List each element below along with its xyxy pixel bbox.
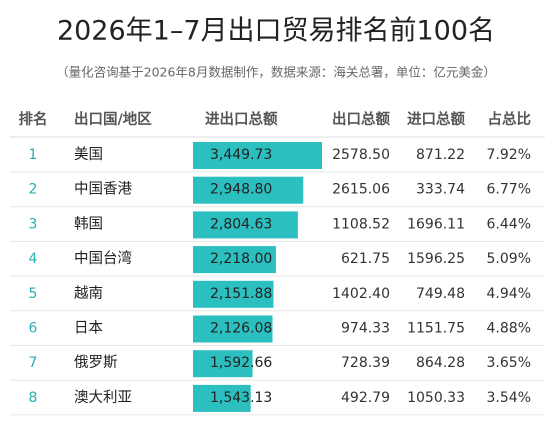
total: 2,948.80 <box>210 182 272 198</box>
country: 俄罗斯 <box>74 354 118 371</box>
cell: 1151.75 <box>407 321 465 337</box>
column-header: 进口总额 <box>407 110 465 128</box>
total-bar <box>193 176 304 204</box>
cell: 974.33 <box>341 321 390 337</box>
rank: 8 <box>29 390 38 406</box>
subtitle: （量化咨询基于2026年8月数据制作，数据来源：海关总署，单位：亿元美金） <box>56 65 496 80</box>
total-bar <box>193 384 251 412</box>
rank: 6 <box>29 321 38 337</box>
cell: 728.39 <box>341 355 390 371</box>
cell: 864.28 <box>416 355 465 371</box>
rank: 4 <box>29 251 38 267</box>
total: 2,804.63 <box>210 216 272 232</box>
cell: 621.75 <box>341 251 390 267</box>
rank: 3 <box>29 216 38 232</box>
country: 澳大利亚 <box>74 389 132 406</box>
cell: 871.22 <box>416 147 465 163</box>
cell: 7.92% <box>487 147 531 163</box>
total-bar <box>193 211 298 239</box>
total: 2,126.08 <box>210 321 272 337</box>
total: 3,449.73 <box>210 147 272 163</box>
cell: 1402.40 <box>332 286 390 302</box>
title: 2026年1–7月出口贸易排名前100名 <box>57 16 495 47</box>
total: 1,592.66 <box>210 355 272 371</box>
country: 越南 <box>74 285 103 302</box>
country: 美国 <box>74 146 103 163</box>
cell: 2578.50 <box>332 147 390 163</box>
total-bar <box>193 142 322 169</box>
column-header: 排名 <box>19 110 48 128</box>
cell: 1696.11 <box>407 216 465 232</box>
total-bar <box>193 246 276 274</box>
total: 1,543.13 <box>210 390 272 406</box>
total-bar <box>193 315 273 343</box>
cell: 3.65% <box>487 355 531 371</box>
cell: 5.09% <box>487 251 531 267</box>
column-header: 出口总额 <box>332 110 390 128</box>
column-header: 占总比 <box>488 110 532 128</box>
rank: 1 <box>29 147 38 163</box>
cell: 4.94% <box>487 286 531 302</box>
cell: 6.44% <box>487 216 531 232</box>
cell: 333.74 <box>416 182 465 198</box>
country: 韩国 <box>74 215 103 232</box>
rank: 2 <box>29 182 38 198</box>
cell: 2615.06 <box>332 182 390 198</box>
column-header: 出口国/地区 <box>74 110 152 128</box>
cell: 3.54% <box>487 390 531 406</box>
rank: 7 <box>29 355 38 371</box>
cell: 749.48 <box>416 286 465 302</box>
rank: 5 <box>29 286 38 302</box>
country: 中国台湾 <box>74 250 132 267</box>
country: 中国香港 <box>74 181 132 198</box>
column-header: 进出口总额 <box>205 110 278 128</box>
total: 2,218.00 <box>210 251 272 267</box>
cell: 492.79 <box>341 390 390 406</box>
cell: 1050.33 <box>407 390 465 406</box>
cell: 4.88% <box>487 321 531 337</box>
total-bar <box>193 280 274 308</box>
cell: 1108.52 <box>332 216 390 232</box>
country: 日本 <box>74 320 103 337</box>
cell: 6.77% <box>487 182 531 198</box>
total-bar <box>193 350 253 378</box>
total: 2,151.88 <box>210 286 272 302</box>
cell: 1596.25 <box>407 251 465 267</box>
